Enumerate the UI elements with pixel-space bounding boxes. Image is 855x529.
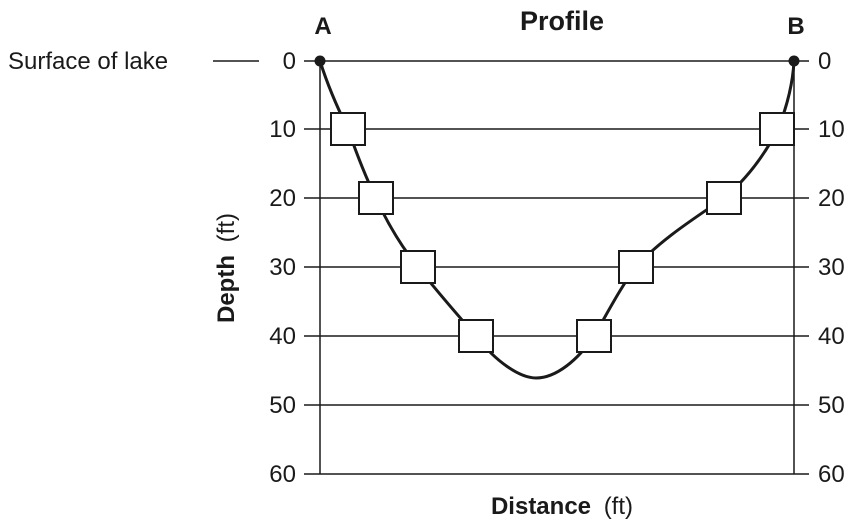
y-axis-label-bold: Depth <box>213 255 240 323</box>
right-tick-40: 40 <box>818 323 845 350</box>
right-tick-50: 50 <box>818 392 845 419</box>
right-tick-20: 20 <box>818 185 845 212</box>
right-tick-10: 10 <box>818 116 845 143</box>
empty-box-right-10[interactable] <box>759 112 795 146</box>
left-tick-60: 60 <box>269 461 296 488</box>
left-tick-10: 10 <box>269 116 296 143</box>
empty-box-left-20[interactable] <box>358 181 394 215</box>
empty-box-left-10[interactable] <box>330 112 366 146</box>
x-axis-label-unit: (ft) <box>604 493 633 520</box>
right-tick-0: 0 <box>818 48 831 75</box>
point-a-label: A <box>314 13 331 40</box>
empty-box-right-30[interactable] <box>618 250 654 284</box>
surface-label: Surface of lake <box>8 48 168 75</box>
left-tick-30: 30 <box>269 254 296 281</box>
empty-box-right-20[interactable] <box>706 181 742 215</box>
point-b-dot <box>788 55 800 67</box>
right-tick-60: 60 <box>818 461 845 488</box>
right-tick-labels: 0 10 20 30 40 50 60 <box>818 48 845 488</box>
empty-box-left-40[interactable] <box>458 319 494 353</box>
left-tick-20: 20 <box>269 185 296 212</box>
left-tick-40: 40 <box>269 323 296 350</box>
empty-box-left-30[interactable] <box>400 250 436 284</box>
right-tick-30: 30 <box>818 254 845 281</box>
left-tick-0: 0 <box>283 48 296 75</box>
depth-grid <box>304 60 809 475</box>
point-b-label: B <box>787 13 804 40</box>
x-axis-label-bold: Distance <box>491 493 591 520</box>
y-axis-label-unit: (ft) <box>213 213 240 242</box>
x-axis-label: Distance (ft) <box>491 493 633 520</box>
chart-title: Profile <box>520 6 604 36</box>
empty-boxes <box>330 112 795 353</box>
point-a-dot <box>314 55 326 67</box>
lake-bottom-profile-curve <box>318 60 796 380</box>
y-axis-label: Depth (ft) <box>213 213 240 323</box>
left-tick-50: 50 <box>269 392 296 419</box>
empty-box-right-40[interactable] <box>576 319 612 353</box>
left-tick-labels: 0 10 20 30 40 50 60 <box>269 48 296 488</box>
